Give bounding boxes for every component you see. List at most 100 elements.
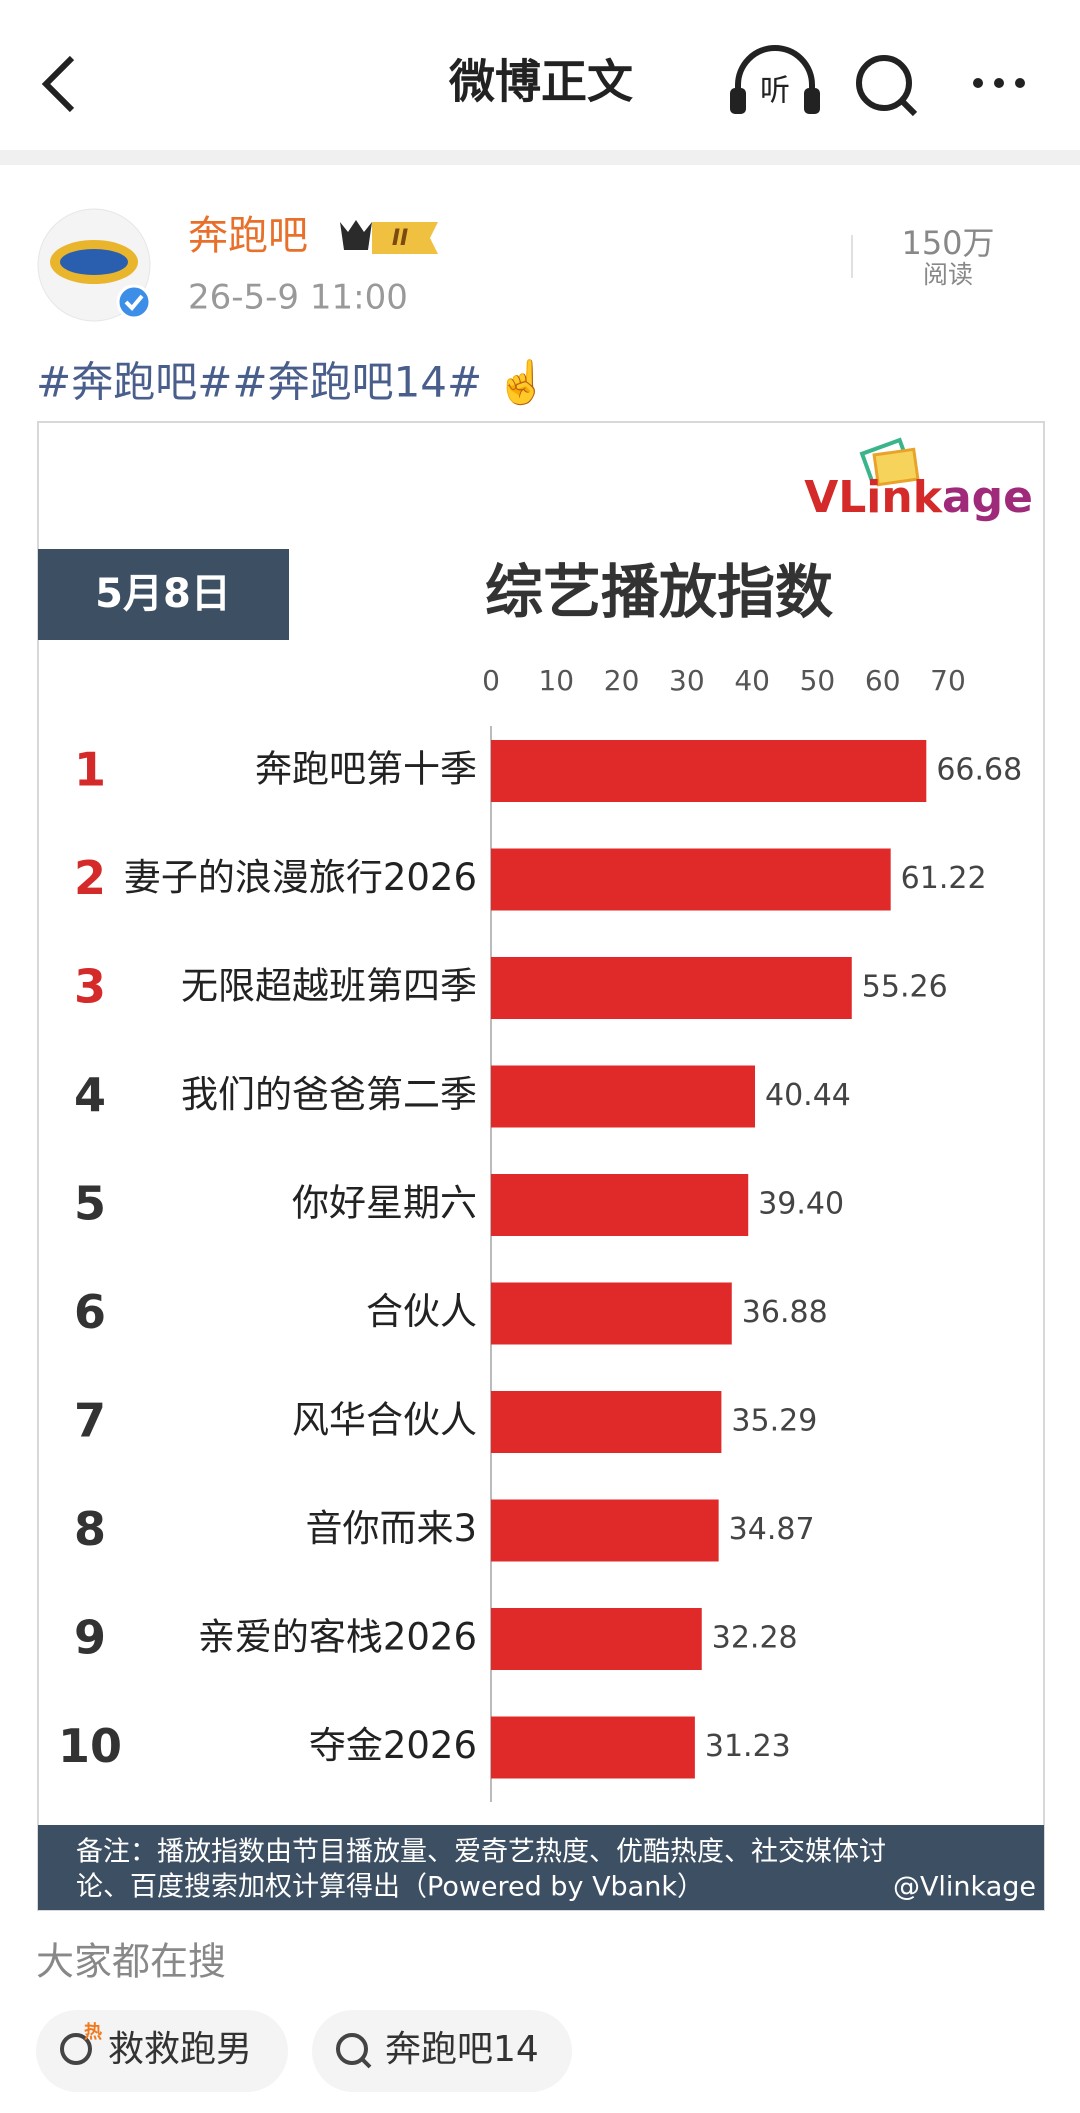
x-tick-label: 40 [734,664,770,697]
bar [491,957,852,1019]
search-item: 奔跑吧14 [385,2029,539,2070]
chart-credit: @Vlinkage [893,1872,1036,1903]
listen-button[interactable]: 听 [730,45,820,114]
bar [491,1282,732,1345]
bar [491,1608,702,1670]
post-time: 26-5-9 11:00 [188,278,408,318]
crown [340,220,372,250]
note-line: 备注：播放指数由节目播放量、爱奇艺热度、优酷热度、社交媒体讨 [76,1837,886,1868]
logo-icon [859,437,920,487]
user-name[interactable]: 奔跑吧 [188,213,308,259]
rank: 2 [74,851,106,905]
dot [1015,78,1025,88]
value-label: 31.23 [705,1729,791,1764]
bar [491,740,927,802]
search-button[interactable] [856,55,918,117]
category-label: 合伙人 [366,1290,477,1333]
chart-card [37,421,1045,1911]
x-tick-label: 0 [482,664,500,697]
headphone-icon [730,88,746,114]
value-label: 35.29 [731,1404,817,1439]
category-label: 夺金2026 [309,1724,477,1767]
headphone-icon [804,88,820,114]
rank: 9 [74,1611,106,1665]
category-label: 亲爱的客栈2026 [198,1616,477,1659]
page-title: 微博正文 [448,55,633,109]
search-icon [336,2033,368,2065]
more-button[interactable] [973,78,1025,88]
pill-bg [312,2010,572,2092]
hot-icon: 热 [84,2021,102,2043]
dot [994,78,1004,88]
search-icon [60,2033,92,2065]
bar [491,1391,722,1453]
rank: 6 [74,1285,106,1339]
rank: 5 [74,1177,106,1231]
value-label: 40.44 [765,1078,851,1113]
rank: 10 [58,1719,122,1773]
x-tick-label: 50 [800,664,836,697]
logo: VLinkage [804,472,1033,523]
note-band [38,1825,1044,1910]
search-icon [856,55,912,111]
bar [491,1499,719,1562]
category-label: 风华合伙人 [292,1399,477,1442]
value-label: 55.26 [862,970,948,1005]
x-tick-label: 60 [865,664,901,697]
x-tick-label: 10 [538,664,574,697]
search-pill[interactable]: 热 救救跑男 [36,2010,288,2092]
x-tick-label: 20 [604,664,640,697]
value-label: 36.88 [742,1295,828,1330]
x-tick-label: 70 [930,664,966,697]
value-label: 39.40 [758,1187,844,1222]
verified-check [124,294,144,311]
x-tick-label: 30 [669,664,705,697]
logo-part: age [942,472,1033,523]
search-item: 救救跑男 [108,2029,252,2070]
category-label: 无限超越班第四季 [181,965,477,1008]
value-label: 32.28 [712,1621,798,1656]
value-label: 61.22 [901,861,987,896]
chart-title: 综艺播放指数 [485,558,833,626]
search-title: 大家都在搜 [36,1940,226,1984]
category-label: 妻子的浪漫旅行2026 [124,856,477,899]
read-label: 阅读 [923,260,973,289]
rank: 4 [74,1068,106,1122]
value-label: 34.87 [729,1512,815,1547]
verified-badge [116,284,152,320]
bar [491,1174,749,1236]
note-line: 论、百度搜索加权计算得出（Powered by Vbank） [76,1872,704,1903]
date-box [38,549,289,640]
category-label: 我们的爸爸第二季 [181,1073,477,1116]
avatar-logo [60,249,128,275]
level-badge: II [340,220,438,254]
category-label: 你好星期六 [292,1182,477,1225]
rank: 8 [74,1502,106,1556]
dot [973,78,983,88]
search-pill[interactable]: 奔跑吧14 [312,2010,572,2092]
logo-shape [872,447,920,487]
value-label: 66.68 [936,753,1022,788]
level-text: II [392,226,408,251]
rank: 3 [74,960,106,1014]
bar [491,1065,756,1128]
post-text[interactable]: #奔跑吧##奔跑吧14# ☝️ [36,357,548,408]
badge-ribbon [372,222,438,254]
divider [0,150,1080,165]
back-button[interactable] [41,55,75,113]
bar [491,1716,695,1779]
category-label: 音你而来3 [305,1507,477,1550]
headphone-icon [735,45,815,108]
category-label: 奔跑吧第十季 [255,748,477,791]
listen-label: 听 [760,74,790,109]
search-icon [360,2057,372,2069]
bar [491,848,891,911]
chart-date: 5月8日 [95,571,231,617]
read-count: 150万 [901,224,994,262]
rank: 7 [74,1394,106,1448]
logo-part: VLink [804,472,943,523]
avatar[interactable] [37,208,152,322]
pill-bg [36,2010,288,2092]
rank: 1 [74,743,106,797]
